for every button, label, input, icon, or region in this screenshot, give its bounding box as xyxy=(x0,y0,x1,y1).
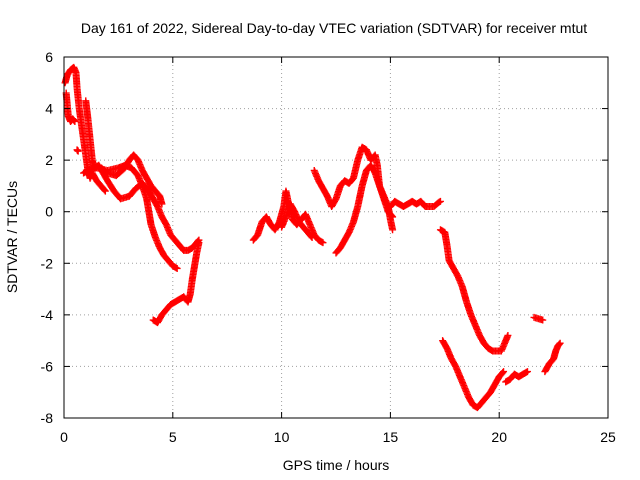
x-tick-label: 0 xyxy=(60,429,68,445)
data-point xyxy=(500,368,508,376)
y-tick-label: 0 xyxy=(45,204,53,220)
series-arc-a xyxy=(61,63,109,195)
data-point xyxy=(523,368,531,376)
series-arc-g xyxy=(149,239,203,327)
x-tick-label: 20 xyxy=(491,429,507,445)
series-arc-b xyxy=(62,89,79,125)
y-tick-labels: -8 -6 -4 -2 0 2 4 6 xyxy=(41,49,54,426)
series-arc-j xyxy=(310,143,397,221)
data-point xyxy=(539,316,547,324)
y-tick-label: 6 xyxy=(45,49,53,65)
series-arc-q xyxy=(541,339,564,376)
x-tick-label: 15 xyxy=(383,429,399,445)
grid-lines xyxy=(64,57,608,418)
y-tick-label: -6 xyxy=(41,358,54,374)
data-point xyxy=(71,117,79,125)
data-point xyxy=(436,197,444,205)
data-point xyxy=(70,117,78,125)
y-tick-label: -4 xyxy=(41,307,54,323)
plot-frame xyxy=(63,56,609,419)
series-arc-k xyxy=(332,161,397,257)
data-point xyxy=(173,264,181,272)
data-point xyxy=(504,331,512,339)
y-tick-label: 2 xyxy=(45,152,53,168)
y-axis-label: SDTVAR / TECUs xyxy=(4,181,20,293)
series-arc-m xyxy=(436,226,512,355)
y-tick-label: 4 xyxy=(45,101,53,117)
y-tick-label: -2 xyxy=(41,255,54,271)
series-arc-l xyxy=(386,197,444,211)
x-tick-label: 10 xyxy=(274,429,290,445)
x-tick-label: 25 xyxy=(600,429,616,445)
data-point xyxy=(389,226,397,234)
data-point xyxy=(556,339,564,347)
series-arc-i xyxy=(278,200,316,241)
data-point xyxy=(158,200,166,208)
data-point xyxy=(319,239,327,247)
data-point xyxy=(307,232,315,240)
data-point xyxy=(308,234,316,241)
data-point xyxy=(195,239,203,247)
data-point xyxy=(74,147,82,155)
data-point xyxy=(101,187,109,195)
series-arc-p xyxy=(530,313,547,324)
x-axis-label: GPS time / hours xyxy=(283,457,390,473)
data-point xyxy=(100,186,108,194)
x-tick-labels: 0 5 10 15 20 25 xyxy=(60,429,616,445)
x-tick-label: 5 xyxy=(169,429,177,445)
chart-title: Day 161 of 2022, Sidereal Day-to-day VTE… xyxy=(81,20,587,36)
series-arc-o xyxy=(502,368,531,386)
data-point xyxy=(499,369,507,377)
y-tick-label: -8 xyxy=(41,410,54,426)
series-arc-n xyxy=(439,337,508,412)
data-points xyxy=(61,63,564,412)
series-arc-f xyxy=(97,151,166,208)
data-point xyxy=(555,340,563,348)
axis-ticks xyxy=(63,56,609,419)
series-arc-c xyxy=(73,146,82,155)
